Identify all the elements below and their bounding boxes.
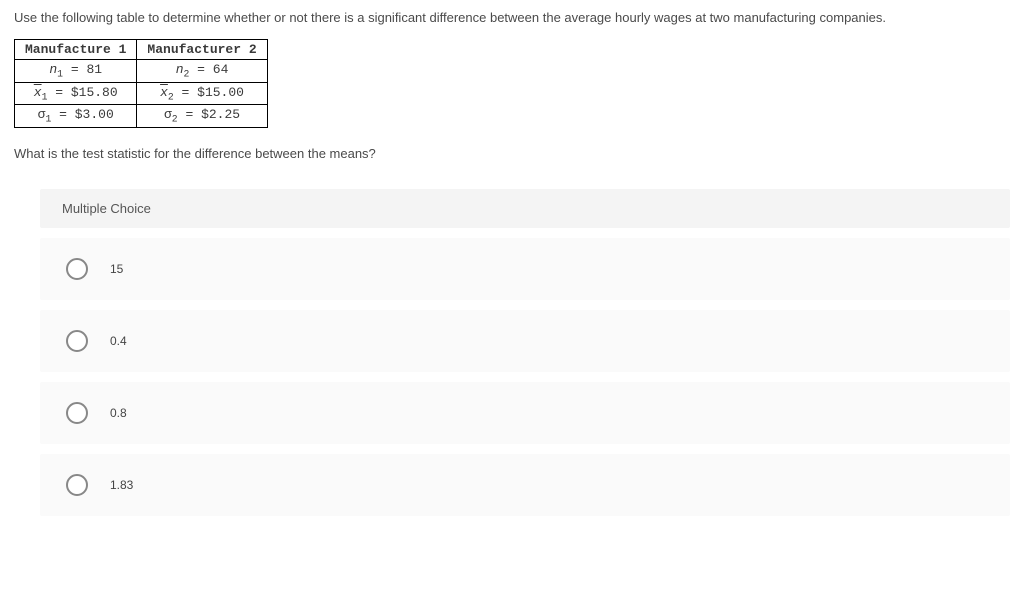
data-table: Manufacture 1 Manufacturer 2 n1 = 81 n2 … — [14, 39, 268, 128]
multiple-choice-section: Multiple Choice 15 0.4 0.8 1.83 — [14, 189, 1010, 516]
table-cell: n1 = 81 — [15, 60, 137, 83]
radio-icon[interactable] — [66, 402, 88, 424]
mc-option-1[interactable]: 15 — [40, 238, 1010, 300]
mc-option-4[interactable]: 1.83 — [40, 454, 1010, 516]
question-intro: Use the following table to determine whe… — [14, 10, 1010, 25]
mc-option-label: 1.83 — [110, 478, 133, 492]
question-prompt: What is the test statistic for the diffe… — [14, 146, 1010, 161]
multiple-choice-label: Multiple Choice — [40, 189, 1010, 228]
table-cell: x2 = $15.00 — [137, 82, 267, 105]
table-header-2: Manufacturer 2 — [137, 40, 267, 60]
mc-option-3[interactable]: 0.8 — [40, 382, 1010, 444]
mc-option-2[interactable]: 0.4 — [40, 310, 1010, 372]
mc-option-label: 15 — [110, 262, 123, 276]
radio-icon[interactable] — [66, 474, 88, 496]
mc-option-label: 0.8 — [110, 406, 127, 420]
radio-icon[interactable] — [66, 258, 88, 280]
table-cell: σ1 = $3.00 — [15, 105, 137, 128]
radio-icon[interactable] — [66, 330, 88, 352]
table-cell: x1 = $15.80 — [15, 82, 137, 105]
mc-option-label: 0.4 — [110, 334, 127, 348]
table-cell: σ2 = $2.25 — [137, 105, 267, 128]
table-cell: n2 = 64 — [137, 60, 267, 83]
table-header-1: Manufacture 1 — [15, 40, 137, 60]
